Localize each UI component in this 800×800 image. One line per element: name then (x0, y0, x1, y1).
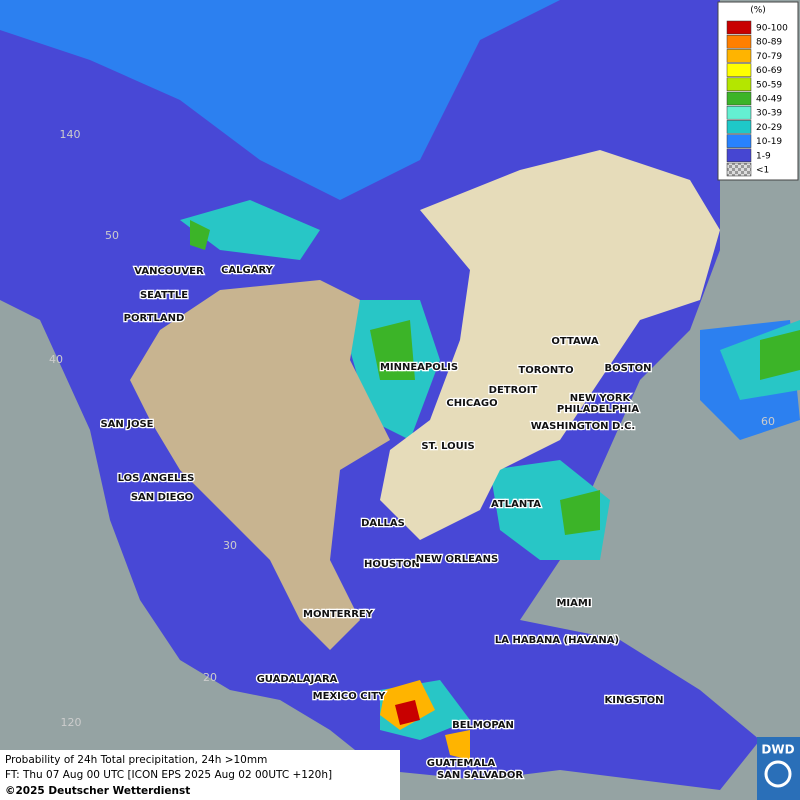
graticule-label: 60 (761, 415, 775, 428)
legend-label: <1 (756, 166, 769, 176)
logo-text: DWD (761, 743, 794, 757)
footer-box (0, 750, 400, 800)
city-label: MEXICO CITY (313, 691, 386, 702)
city-label: MONTERREY (303, 609, 374, 620)
city-label: CALGARY (221, 265, 274, 276)
graticule-label: 20 (203, 671, 217, 684)
graticule-label: 120 (61, 716, 82, 729)
city-label: DETROIT (489, 385, 538, 396)
city-label: MINNEAPOLIS (380, 362, 458, 373)
land-west (130, 280, 390, 650)
city-label: SAN JOSE (100, 419, 153, 430)
city-label: ATLANTA (491, 499, 541, 510)
legend-label: 10-19 (756, 137, 782, 147)
legend-label: 40-49 (756, 95, 782, 105)
precip-10-19 (0, 0, 800, 440)
city-label: BELMOPAN (452, 720, 514, 731)
footer-line: Probability of 24h Total precipitation, … (5, 754, 267, 766)
legend-label: 70-79 (756, 52, 782, 62)
city-label: SEATTLE (140, 290, 188, 301)
legend-label: 60-69 (756, 66, 782, 76)
city-label: LA HABANA (HAVANA) (495, 635, 619, 646)
legend-swatch (726, 120, 752, 134)
city-label: GUADALAJARA (257, 674, 338, 685)
legend-label: 1-9 (756, 151, 771, 161)
city-label: NEW YORK (570, 393, 632, 404)
city-label: TORONTO (518, 365, 573, 376)
city-label: BOSTON (604, 363, 651, 374)
graticule-label: 140 (60, 128, 81, 141)
legend-title: (%) (750, 6, 766, 16)
graticule-label: 30 (223, 539, 237, 552)
city-label: PHILADELPHIA (557, 404, 639, 415)
city-label: VANCOUVER (134, 266, 204, 277)
city-label: SAN SALVADOR (437, 770, 523, 781)
legend-swatch (726, 105, 752, 120)
legend-swatch (726, 20, 752, 35)
city-label: HOUSTON (364, 559, 420, 570)
city-label: GUATEMALA (427, 758, 496, 769)
city-label: OTTAWA (551, 336, 598, 347)
legend-label: 30-39 (756, 109, 782, 119)
precip-90-100 (395, 700, 420, 725)
city-label: SAN DIEGO (131, 492, 193, 503)
graticule-label: 50 (105, 229, 119, 242)
legend-swatch (726, 34, 752, 49)
legend-label: 80-89 (756, 38, 782, 48)
legend-swatch (726, 91, 752, 106)
precip-70-79 (380, 680, 470, 760)
legend-swatch (726, 134, 752, 148)
legend-label: 20-29 (756, 123, 782, 133)
city-label: CHICAGO (446, 398, 497, 409)
city-label: LOS ANGELES (118, 473, 195, 484)
city-label: ST. LOUIS (421, 441, 474, 452)
footer-line: FT: Thu 07 Aug 00 UTC [ICON EPS 2025 Aug… (5, 769, 332, 781)
logo-swirl (764, 760, 792, 788)
legend-swatch (726, 162, 752, 177)
legend-swatch (726, 148, 752, 163)
graticule-label: 40 (49, 353, 63, 366)
legend-swatch (726, 49, 752, 63)
city-label: PORTLAND (124, 313, 185, 324)
city-label: KINGSTON (605, 695, 664, 706)
city-label: DALLAS (361, 518, 405, 529)
legend-label: 50-59 (756, 80, 782, 90)
legend-swatch (726, 63, 752, 77)
city-label: NEW ORLEANS (416, 554, 498, 565)
legend-swatch (726, 77, 752, 92)
legend-label: 90-100 (756, 24, 788, 34)
footer-copyright: ©2025 Deutscher Wetterdienst (5, 785, 190, 797)
city-label: MIAMI (556, 598, 591, 609)
land-east (380, 150, 720, 540)
logo-box (757, 737, 800, 800)
city-label: WASHINGTON D.C. (531, 421, 635, 432)
